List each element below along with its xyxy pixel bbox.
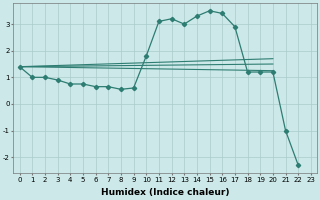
X-axis label: Humidex (Indice chaleur): Humidex (Indice chaleur) (101, 188, 229, 197)
